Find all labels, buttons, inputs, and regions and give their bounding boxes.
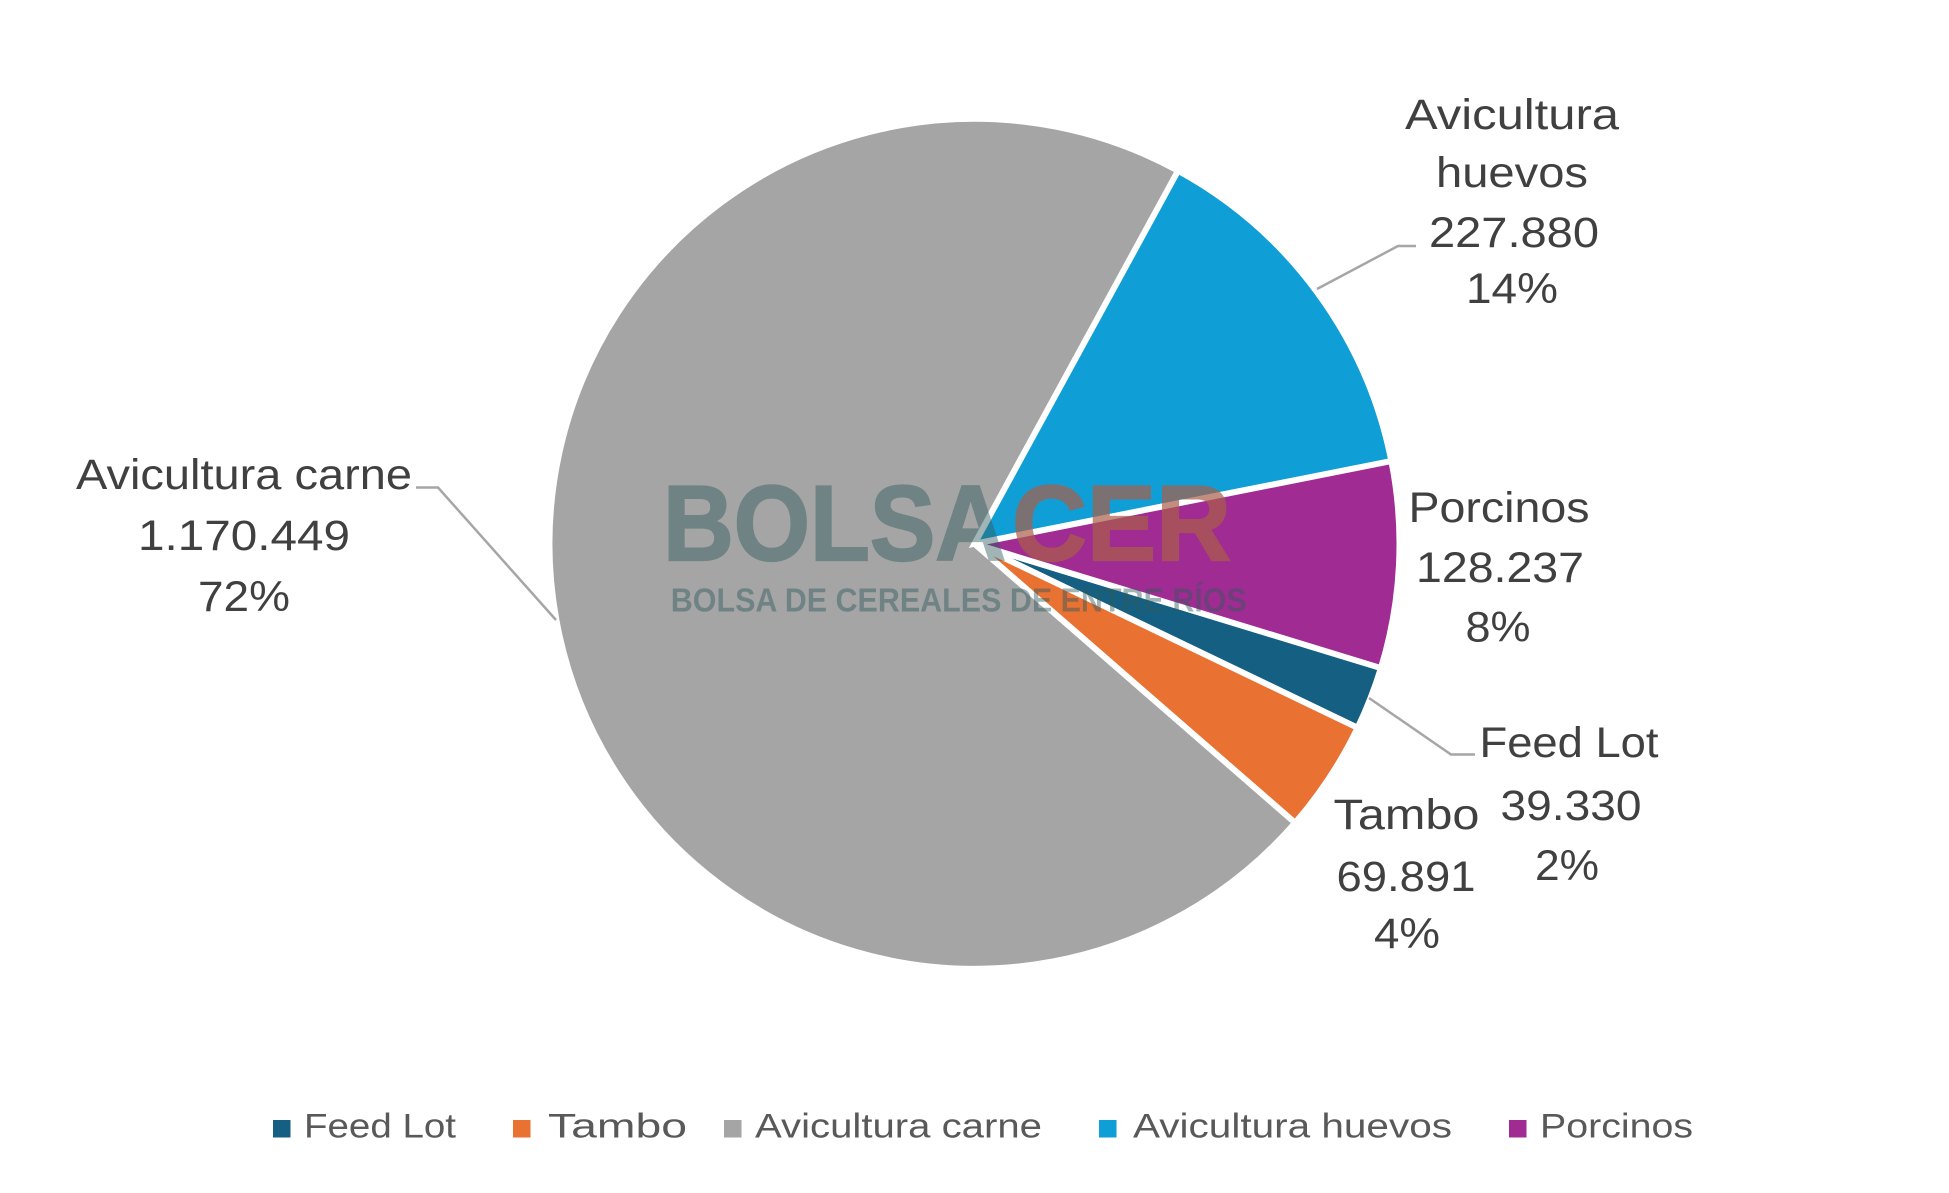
svg-text:BOLSA DE CEREALES DE ENTRE RÍO: BOLSA DE CEREALES DE ENTRE RÍOS: [671, 581, 1247, 618]
svg-text:8%: 8%: [1466, 604, 1531, 652]
svg-text:Feed Lot: Feed Lot: [1480, 719, 1659, 767]
svg-text:Tambo: Tambo: [1334, 791, 1480, 839]
svg-text:14%: 14%: [1466, 265, 1558, 313]
svg-text:128.237: 128.237: [1416, 544, 1584, 592]
svg-text:Porcinos: Porcinos: [1540, 1108, 1693, 1146]
svg-text:CER: CER: [1012, 463, 1231, 583]
svg-text:Tambo: Tambo: [548, 1108, 687, 1146]
svg-text:Avicultura carne: Avicultura carne: [755, 1108, 1042, 1146]
svg-text:huevos: huevos: [1436, 149, 1588, 197]
svg-text:Avicultura huevos: Avicultura huevos: [1133, 1108, 1452, 1146]
svg-text:39.330: 39.330: [1501, 782, 1642, 830]
svg-text:Porcinos: Porcinos: [1409, 484, 1590, 532]
svg-text:Avicultura carne: Avicultura carne: [76, 451, 412, 499]
svg-text:69.891: 69.891: [1337, 853, 1476, 901]
svg-text:BOLSA: BOLSA: [663, 463, 1006, 583]
svg-text:227.880: 227.880: [1429, 209, 1599, 257]
svg-text:Avicultura: Avicultura: [1405, 91, 1619, 139]
svg-text:Feed Lot: Feed Lot: [304, 1108, 456, 1146]
svg-text:2%: 2%: [1535, 842, 1599, 890]
svg-text:1.170.449: 1.170.449: [138, 512, 350, 560]
svg-text:4%: 4%: [1374, 910, 1440, 958]
svg-text:72%: 72%: [198, 573, 290, 621]
